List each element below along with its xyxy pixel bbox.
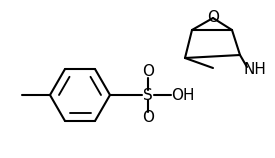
Text: NH: NH [244, 63, 266, 78]
Text: O: O [142, 110, 154, 125]
Text: O: O [142, 64, 154, 79]
Text: OH: OH [171, 88, 195, 103]
Text: O: O [207, 10, 219, 25]
Text: S: S [143, 88, 153, 103]
